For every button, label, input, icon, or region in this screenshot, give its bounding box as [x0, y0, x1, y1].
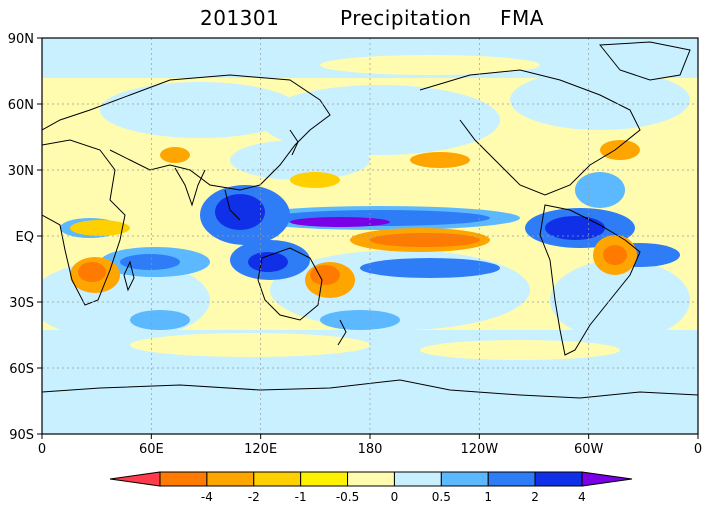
lat-tick-label: 60S: [9, 362, 34, 377]
colorbar-label: 1: [484, 490, 492, 504]
colorbar-swatch: [487, 471, 536, 487]
colorbar-label: 0.5: [432, 490, 451, 504]
lon-tick-label: 180: [358, 442, 383, 457]
graticule: [42, 38, 698, 434]
title-period: 201301: [200, 6, 280, 30]
colorbar-swatch: [534, 471, 583, 487]
colorbar-swatch: [347, 471, 395, 487]
colorbar-swatch: [300, 471, 349, 487]
lat-tick-label: 90S: [9, 428, 34, 443]
colorbar-label: -0.5: [336, 490, 359, 504]
colorbar-label: 0: [391, 490, 399, 504]
colorbar-swatch: [253, 471, 302, 487]
colorbar-swatch: [159, 471, 208, 487]
colorbar-swatch: [440, 471, 489, 487]
colorbar-label: -2: [248, 490, 260, 504]
colorbar-low-extension: [109, 471, 161, 487]
colorbar-swatch: [206, 471, 255, 487]
lon-tick-label: 0: [38, 442, 46, 457]
lat-tick-label: EQ: [16, 230, 34, 245]
title-season: FMA: [500, 6, 544, 30]
map-axes: 0 60E 120E 180 120W 60W 0 90N 60N 30N EQ 30S 60S 90S: [8, 32, 702, 457]
colorbar-label: -1: [295, 490, 307, 504]
map-title: 201301 Precipitation FMA: [0, 6, 712, 32]
colorbar-swatch: [393, 471, 442, 487]
lat-tick-label: 90N: [8, 32, 34, 47]
colorbar-label: 4: [578, 490, 586, 504]
colorbar: -4 -2 -1 -0.5 0 0.5 1 2 4: [109, 471, 633, 504]
lon-tick-label: 60W: [574, 442, 604, 457]
colorbar-label: 2: [531, 490, 539, 504]
lat-tick-label: 30S: [9, 296, 34, 311]
lon-tick-label: 60E: [139, 442, 164, 457]
lat-tick-label: 30N: [8, 164, 34, 179]
lon-tick-label: 120E: [244, 442, 277, 457]
colorbar-label: -4: [201, 490, 213, 504]
colorbar-high-extension: [581, 471, 633, 487]
coastlines: [42, 41, 698, 399]
title-variable: Precipitation: [340, 6, 472, 30]
lon-tick-label: 120W: [460, 442, 498, 457]
lat-tick-label: 60N: [8, 98, 34, 113]
lon-tick-label: 0: [694, 442, 702, 457]
